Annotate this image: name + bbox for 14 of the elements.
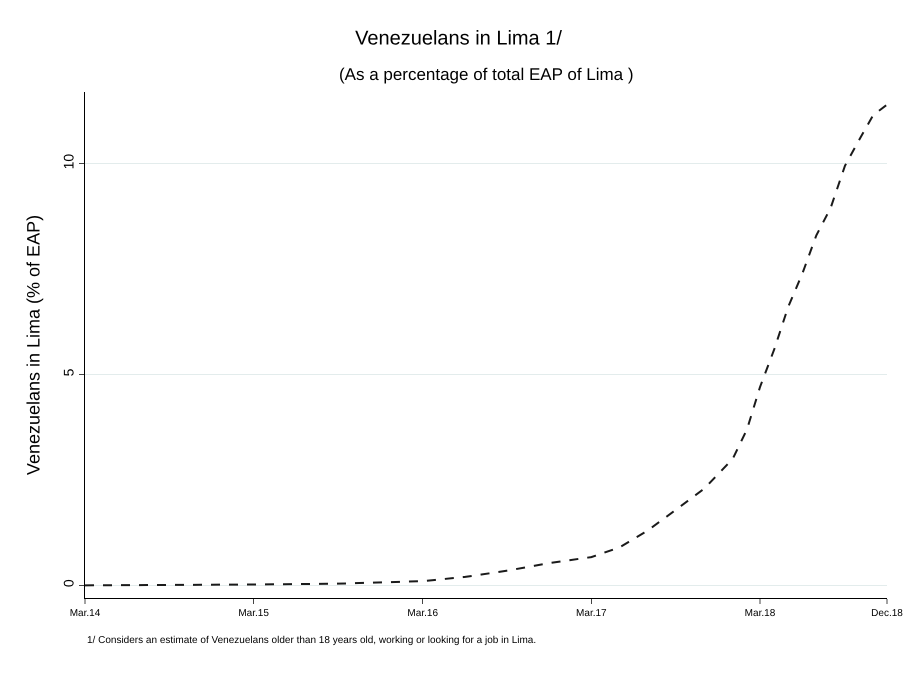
x-tick-label: Mar.17 [576, 608, 608, 619]
line-series [85, 104, 887, 586]
y-tick-label: 10 [60, 154, 76, 170]
x-tick-label: Mar.15 [238, 608, 270, 619]
y-axis-title: Venezuelans in Lima (% of EAP) [24, 214, 44, 476]
x-tick-label: Mar.14 [70, 608, 101, 619]
chart-title: Venezuelans in Lima 1/ [355, 27, 562, 50]
y-tick-label: 0 [60, 579, 76, 588]
text: 1/ Considers an estimate of Venezuelans older than 18 years old, working or looking for a job in Lima. [87, 635, 536, 646]
x-tick-label: Mar.16 [407, 608, 438, 619]
x-tick-label: Mar.18 [744, 608, 776, 619]
x-tick-label: Dec.18 [871, 608, 904, 619]
chart-subtitle: (As a percentage of total EAP of Lima ) [339, 65, 634, 84]
y-tick-label: 5 [60, 368, 76, 376]
